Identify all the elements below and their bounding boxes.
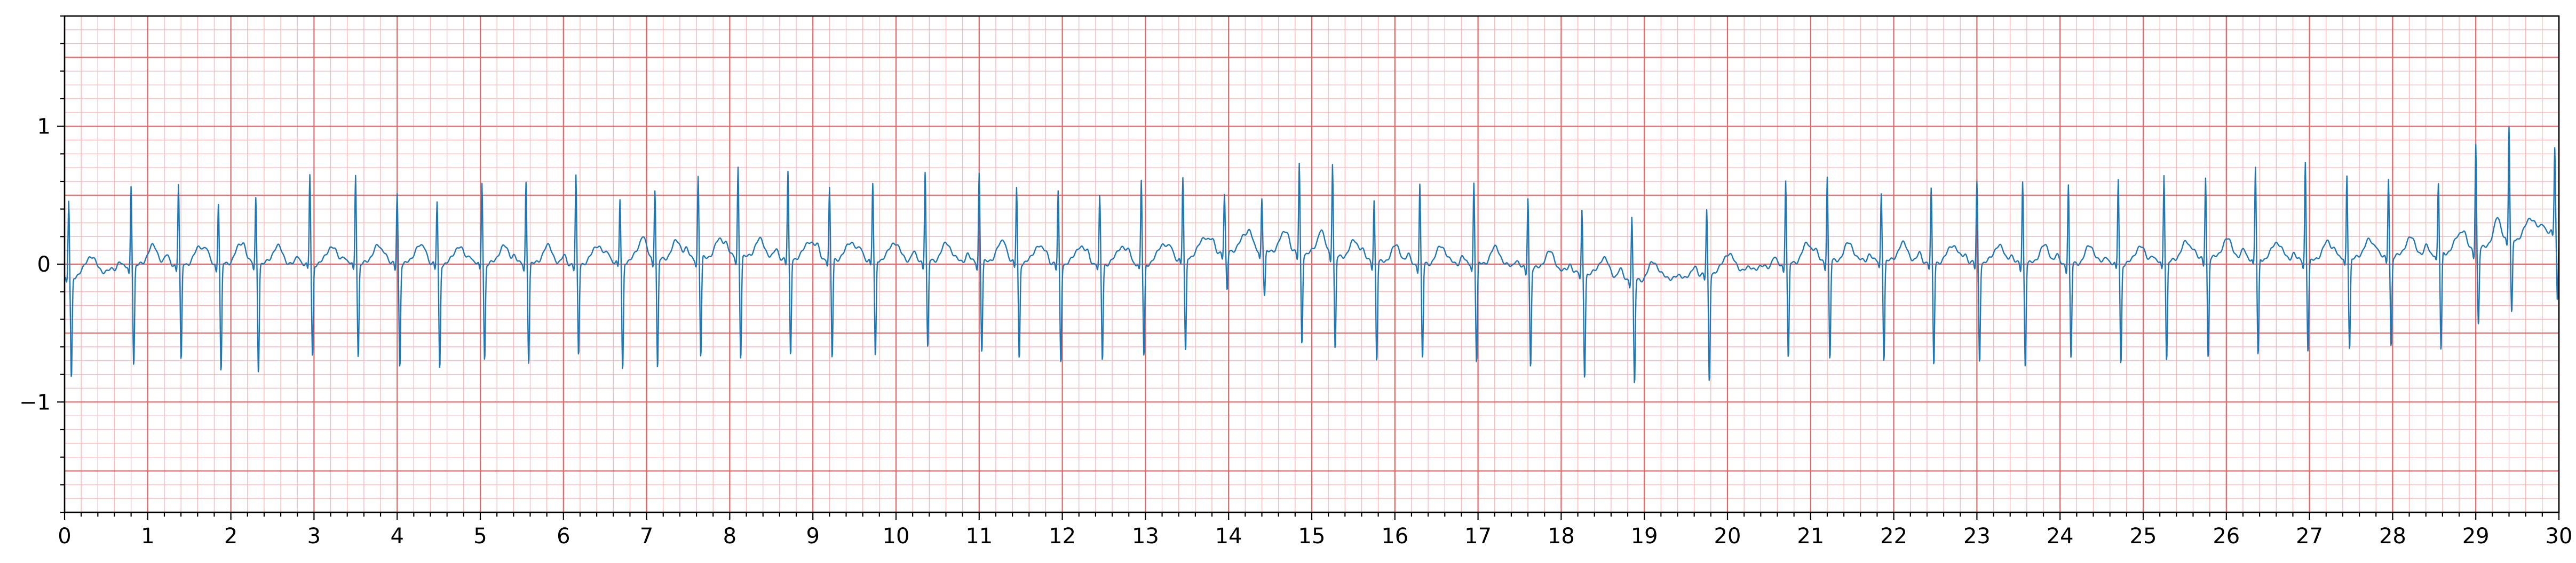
x-tick-label: 1: [141, 524, 154, 549]
x-tick-label: 22: [1880, 524, 1907, 549]
x-tick-label: 5: [473, 524, 487, 549]
x-tick-label: 24: [2047, 524, 2074, 549]
x-tick-label: 19: [1631, 524, 1658, 549]
x-tick-label: 6: [557, 524, 570, 549]
x-tick-label: 0: [58, 524, 71, 549]
x-tick-label: 26: [2213, 524, 2240, 549]
x-tick-label: 8: [723, 524, 736, 549]
ecg-signal-line: [64, 126, 2560, 383]
ticks: [57, 15, 2560, 520]
x-tick-label: 9: [806, 524, 819, 549]
y-tick-label: −1: [19, 390, 51, 415]
x-tick-label: 29: [2462, 524, 2490, 549]
x-tick-label: 11: [965, 524, 993, 549]
x-tick-label: 23: [1963, 524, 1991, 549]
x-tick-label: 3: [307, 524, 321, 549]
x-tick-label: 7: [640, 524, 653, 549]
x-tick-label: 30: [2546, 524, 2573, 549]
x-tick-label: 20: [1714, 524, 1741, 549]
x-tick-label: 10: [883, 524, 910, 549]
x-tick-label: 14: [1215, 524, 1242, 549]
signal-layer: [64, 126, 2560, 383]
x-tick-label: 13: [1132, 524, 1159, 549]
x-tick-label: 25: [2130, 524, 2157, 549]
x-tick-label: 18: [1548, 524, 1575, 549]
x-tick-label: 28: [2379, 524, 2406, 549]
x-tick-label: 27: [2296, 524, 2323, 549]
x-tick-label: 15: [1298, 524, 1326, 549]
x-tick-label: 2: [224, 524, 237, 549]
x-tick-label: 21: [1797, 524, 1824, 549]
x-tick-label: 16: [1381, 524, 1408, 549]
x-tick-label: 12: [1049, 524, 1076, 549]
x-tick-label: 17: [1464, 524, 1492, 549]
x-tick-label: 4: [390, 524, 403, 549]
y-tick-label: 1: [37, 115, 51, 139]
tick-labels: 0 1 2 3 4 5 6 7 8 9 10 11 12 13 14 15 16 17 18 19 20 21 22 23 24…: [19, 115, 2572, 549]
y-tick-label: 0: [37, 252, 51, 277]
